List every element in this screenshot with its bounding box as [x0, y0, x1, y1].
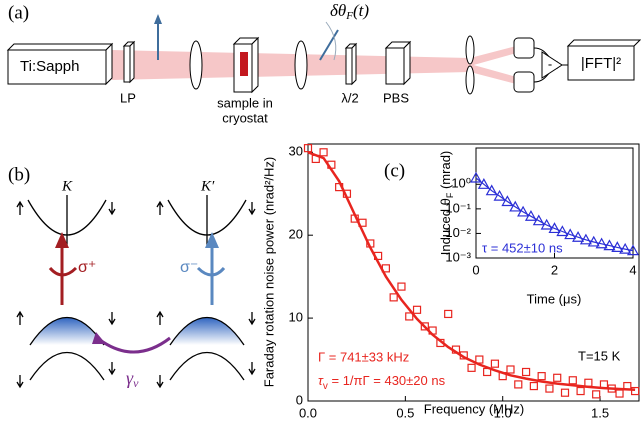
y-tick-label: 10⁻¹ [445, 200, 471, 215]
sample [240, 52, 248, 76]
y-tick-label: 0 [296, 392, 303, 407]
point [611, 241, 624, 253]
point [579, 233, 592, 245]
y-tick-label: 20 [289, 227, 303, 242]
gamma-label: γv [126, 368, 139, 390]
laser-label: Ti:Sapph [20, 58, 79, 75]
point [564, 228, 577, 240]
sigma-plus-label: σ⁺ [78, 259, 96, 276]
x-axis-label: Frequency (MHz) [424, 401, 524, 416]
y-axis-label: Faraday rotation noise power (nrad²/Hz) [261, 157, 276, 388]
point [303, 144, 313, 153]
point [509, 200, 522, 212]
point [556, 225, 569, 237]
annotation: τ = 452±10 ns [482, 240, 563, 255]
point [619, 242, 632, 254]
x-tick-label: 1.5 [591, 405, 609, 420]
amplifier [541, 51, 563, 79]
point [469, 171, 483, 183]
point [501, 195, 514, 207]
x-axis-label: Time (μs) [527, 291, 582, 306]
x-tick-label: 0.5 [396, 405, 414, 420]
rotation-label: δθF(t) [330, 1, 369, 22]
point [493, 189, 506, 201]
point [595, 237, 608, 249]
point [603, 239, 616, 251]
point [572, 231, 585, 242]
annotation: τv = 1/πΓ = 430±20 ns [318, 373, 446, 391]
plot-frame [307, 143, 640, 402]
arrow-head [154, 14, 162, 24]
x-tick-label: 2 [551, 262, 558, 277]
point [631, 386, 640, 396]
point [540, 218, 553, 230]
point [420, 322, 429, 331]
rotation-arc [325, 21, 337, 61]
point [592, 390, 601, 399]
point [475, 355, 484, 364]
point [490, 359, 500, 368]
point [444, 309, 453, 319]
splitter-label: PBS [383, 90, 409, 105]
x-tick-label: 0 [472, 262, 479, 277]
point [568, 376, 577, 385]
point [615, 389, 624, 398]
point [514, 380, 523, 389]
point [545, 384, 554, 393]
point [319, 148, 328, 157]
point [553, 373, 562, 382]
analyzer-label: |FFT|² [581, 55, 621, 72]
annotation: Γ = 741±33 kHz [318, 349, 409, 364]
y-tick-label: 10⁰ [451, 176, 471, 191]
point [529, 381, 538, 391]
y-tick-label: 10 [289, 310, 303, 325]
beam [470, 64, 520, 85]
y-tick-label: 10⁻² [445, 225, 471, 240]
beam [112, 50, 470, 80]
waveplate-label: λ/2 [341, 90, 358, 105]
sample-label: sample in [217, 95, 273, 110]
point [537, 372, 546, 381]
beam [470, 45, 520, 66]
panel-label: (a) [8, 2, 29, 23]
polarization-arrow [319, 29, 339, 61]
point [548, 222, 561, 234]
sample-label: cryostat [222, 110, 268, 125]
y-axis-label: Induced θF (mrad) [438, 151, 455, 256]
x-tick-label: 0.0 [299, 405, 317, 420]
point [532, 214, 545, 226]
point [584, 378, 593, 387]
setup-diagram: (a) Ti:Sapph LP sample in cryostat δθF(t… [6, 1, 641, 125]
point [587, 235, 600, 247]
x-tick-label: 1.0 [494, 405, 512, 420]
point [506, 365, 515, 374]
valley-label: K [61, 178, 73, 194]
point [524, 210, 537, 221]
y-tick-label: 10⁻³ [445, 249, 471, 264]
valley-label: K′ [200, 178, 215, 194]
point [412, 305, 422, 314]
point [626, 244, 640, 256]
point [405, 312, 414, 321]
panel-label: (c) [384, 160, 405, 181]
point [576, 386, 585, 396]
minus-label: - [548, 56, 552, 71]
point [397, 282, 406, 291]
panel-label: (b) [8, 164, 30, 185]
point [485, 184, 498, 196]
point [477, 178, 490, 189]
x-tick-label: 4 [629, 262, 636, 277]
point [517, 205, 530, 217]
y-tick-label: 30 [289, 144, 303, 159]
point [521, 367, 531, 377]
point [467, 363, 476, 372]
annotation: T=15 K [578, 348, 621, 363]
band-diagram [16, 195, 256, 389]
polarizer-label: LP [120, 90, 136, 105]
fit-line [307, 151, 636, 392]
point [560, 388, 570, 397]
sigma-minus-label: σ⁻ [180, 259, 198, 276]
point [389, 293, 398, 302]
